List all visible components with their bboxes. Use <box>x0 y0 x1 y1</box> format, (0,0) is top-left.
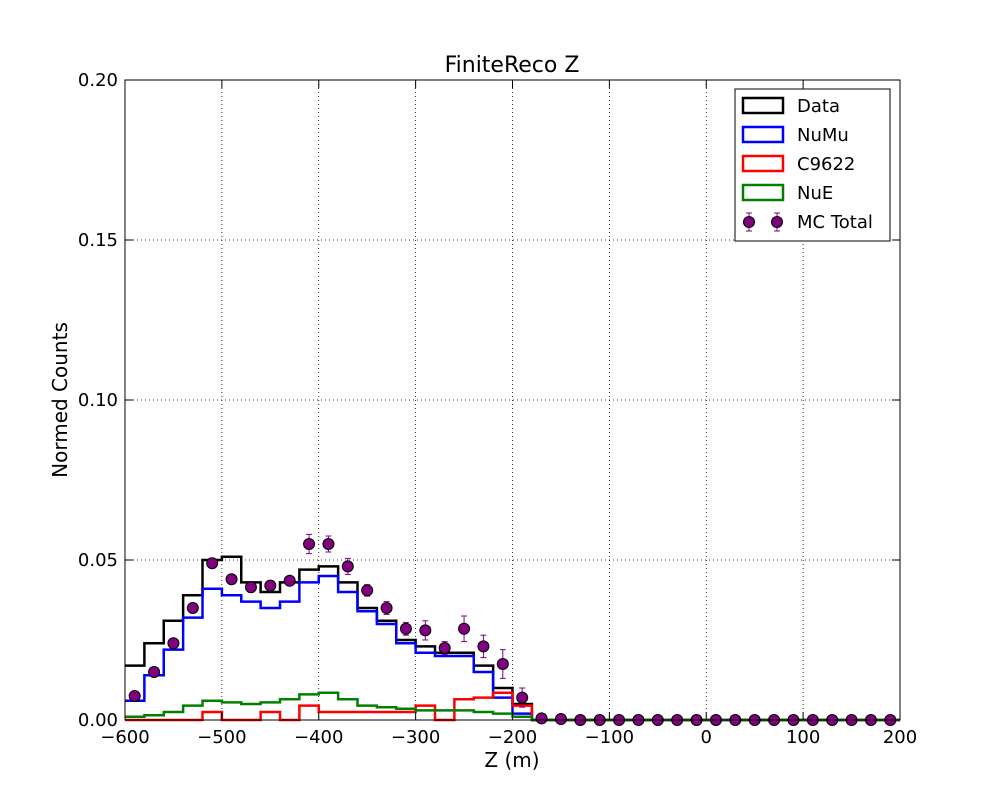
legend-c9622-swatch <box>741 154 785 173</box>
legend-nue-swatch <box>741 183 785 202</box>
x-tick-label: −300 <box>391 727 440 748</box>
axis-ticks: −600 −500 −400 −300 −200 −100 0 100 200 0.00 0.05 0… <box>78 70 917 748</box>
y-tick-label: 0.15 <box>78 230 118 251</box>
data-point <box>283 574 296 587</box>
data-point <box>419 624 432 637</box>
data-point <box>477 640 490 653</box>
y-tick-label: 0.10 <box>78 390 118 411</box>
legend-mc-total-marker <box>743 216 755 228</box>
data-point <box>206 557 219 570</box>
legend-data-label: Data <box>797 96 840 117</box>
data-point <box>458 622 471 635</box>
chart-title: FiniteReco Z <box>445 53 580 78</box>
data-point <box>225 573 238 586</box>
legend-frame <box>734 88 891 242</box>
legend: Data NuMu C9622 NuE MC Total <box>734 88 891 242</box>
data-point <box>148 666 161 678</box>
data-point <box>303 538 316 550</box>
x-tick-label: −600 <box>100 727 149 748</box>
y-tick-label: 0.00 <box>78 710 118 731</box>
data-point <box>496 658 509 670</box>
legend-data-swatch <box>741 96 785 115</box>
data-point <box>380 602 393 614</box>
data-point <box>341 560 354 573</box>
data-point <box>167 637 180 650</box>
y-axis-label: Normed Counts <box>48 322 72 478</box>
legend-mc-total-marker <box>771 216 783 228</box>
data-point <box>554 713 567 726</box>
data-point <box>244 581 257 594</box>
x-tick-label: −100 <box>585 727 634 748</box>
x-tick-label: 100 <box>786 727 820 748</box>
data-point <box>516 691 529 704</box>
legend-numu-label: NuMu <box>797 125 849 146</box>
data-point <box>399 622 412 635</box>
data-point <box>535 712 548 725</box>
y-tick-label: 0.05 <box>78 550 118 571</box>
data-point <box>264 579 277 592</box>
legend-numu-swatch <box>741 125 785 144</box>
x-tick-label: −200 <box>488 727 537 748</box>
legend-c9622-label: C9622 <box>797 154 855 175</box>
data-point <box>186 602 199 614</box>
x-axis-label: Z (m) <box>484 748 539 772</box>
data-point <box>361 584 374 597</box>
x-tick-label: 0 <box>701 727 712 748</box>
grid-lines <box>125 80 900 720</box>
x-tick-label: −400 <box>294 727 343 748</box>
legend-mc-total-label: MC Total <box>797 212 873 233</box>
y-tick-label: 0.20 <box>78 70 118 91</box>
x-tick-label: −500 <box>197 727 246 748</box>
legend-nue-label: NuE <box>797 183 833 204</box>
x-tick-label: 200 <box>883 727 917 748</box>
data-point <box>438 642 451 654</box>
data-point <box>322 538 335 550</box>
data-point <box>128 690 141 702</box>
